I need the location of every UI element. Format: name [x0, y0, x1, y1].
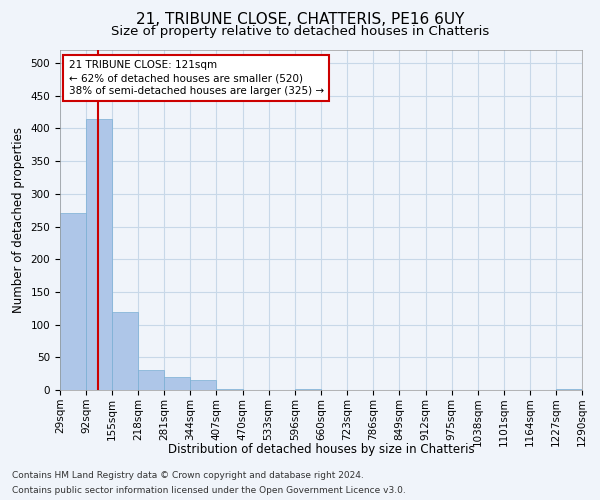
Bar	[60, 214, 86, 390]
Text: Contains HM Land Registry data © Crown copyright and database right 2024.: Contains HM Land Registry data © Crown c…	[12, 471, 364, 480]
Bar	[112, 312, 138, 390]
Bar	[190, 380, 217, 390]
Bar	[164, 377, 190, 390]
Text: 21 TRIBUNE CLOSE: 121sqm
← 62% of detached houses are smaller (520)
38% of semi-: 21 TRIBUNE CLOSE: 121sqm ← 62% of detach…	[68, 60, 324, 96]
Bar	[86, 118, 112, 390]
Text: Contains public sector information licensed under the Open Government Licence v3: Contains public sector information licen…	[12, 486, 406, 495]
Y-axis label: Number of detached properties: Number of detached properties	[12, 127, 25, 313]
Text: Distribution of detached houses by size in Chatteris: Distribution of detached houses by size …	[167, 442, 475, 456]
Bar	[138, 370, 164, 390]
Text: Size of property relative to detached houses in Chatteris: Size of property relative to detached ho…	[111, 25, 489, 38]
Bar	[217, 388, 242, 390]
Bar	[556, 388, 582, 390]
Bar	[295, 388, 321, 390]
Text: 21, TRIBUNE CLOSE, CHATTERIS, PE16 6UY: 21, TRIBUNE CLOSE, CHATTERIS, PE16 6UY	[136, 12, 464, 28]
